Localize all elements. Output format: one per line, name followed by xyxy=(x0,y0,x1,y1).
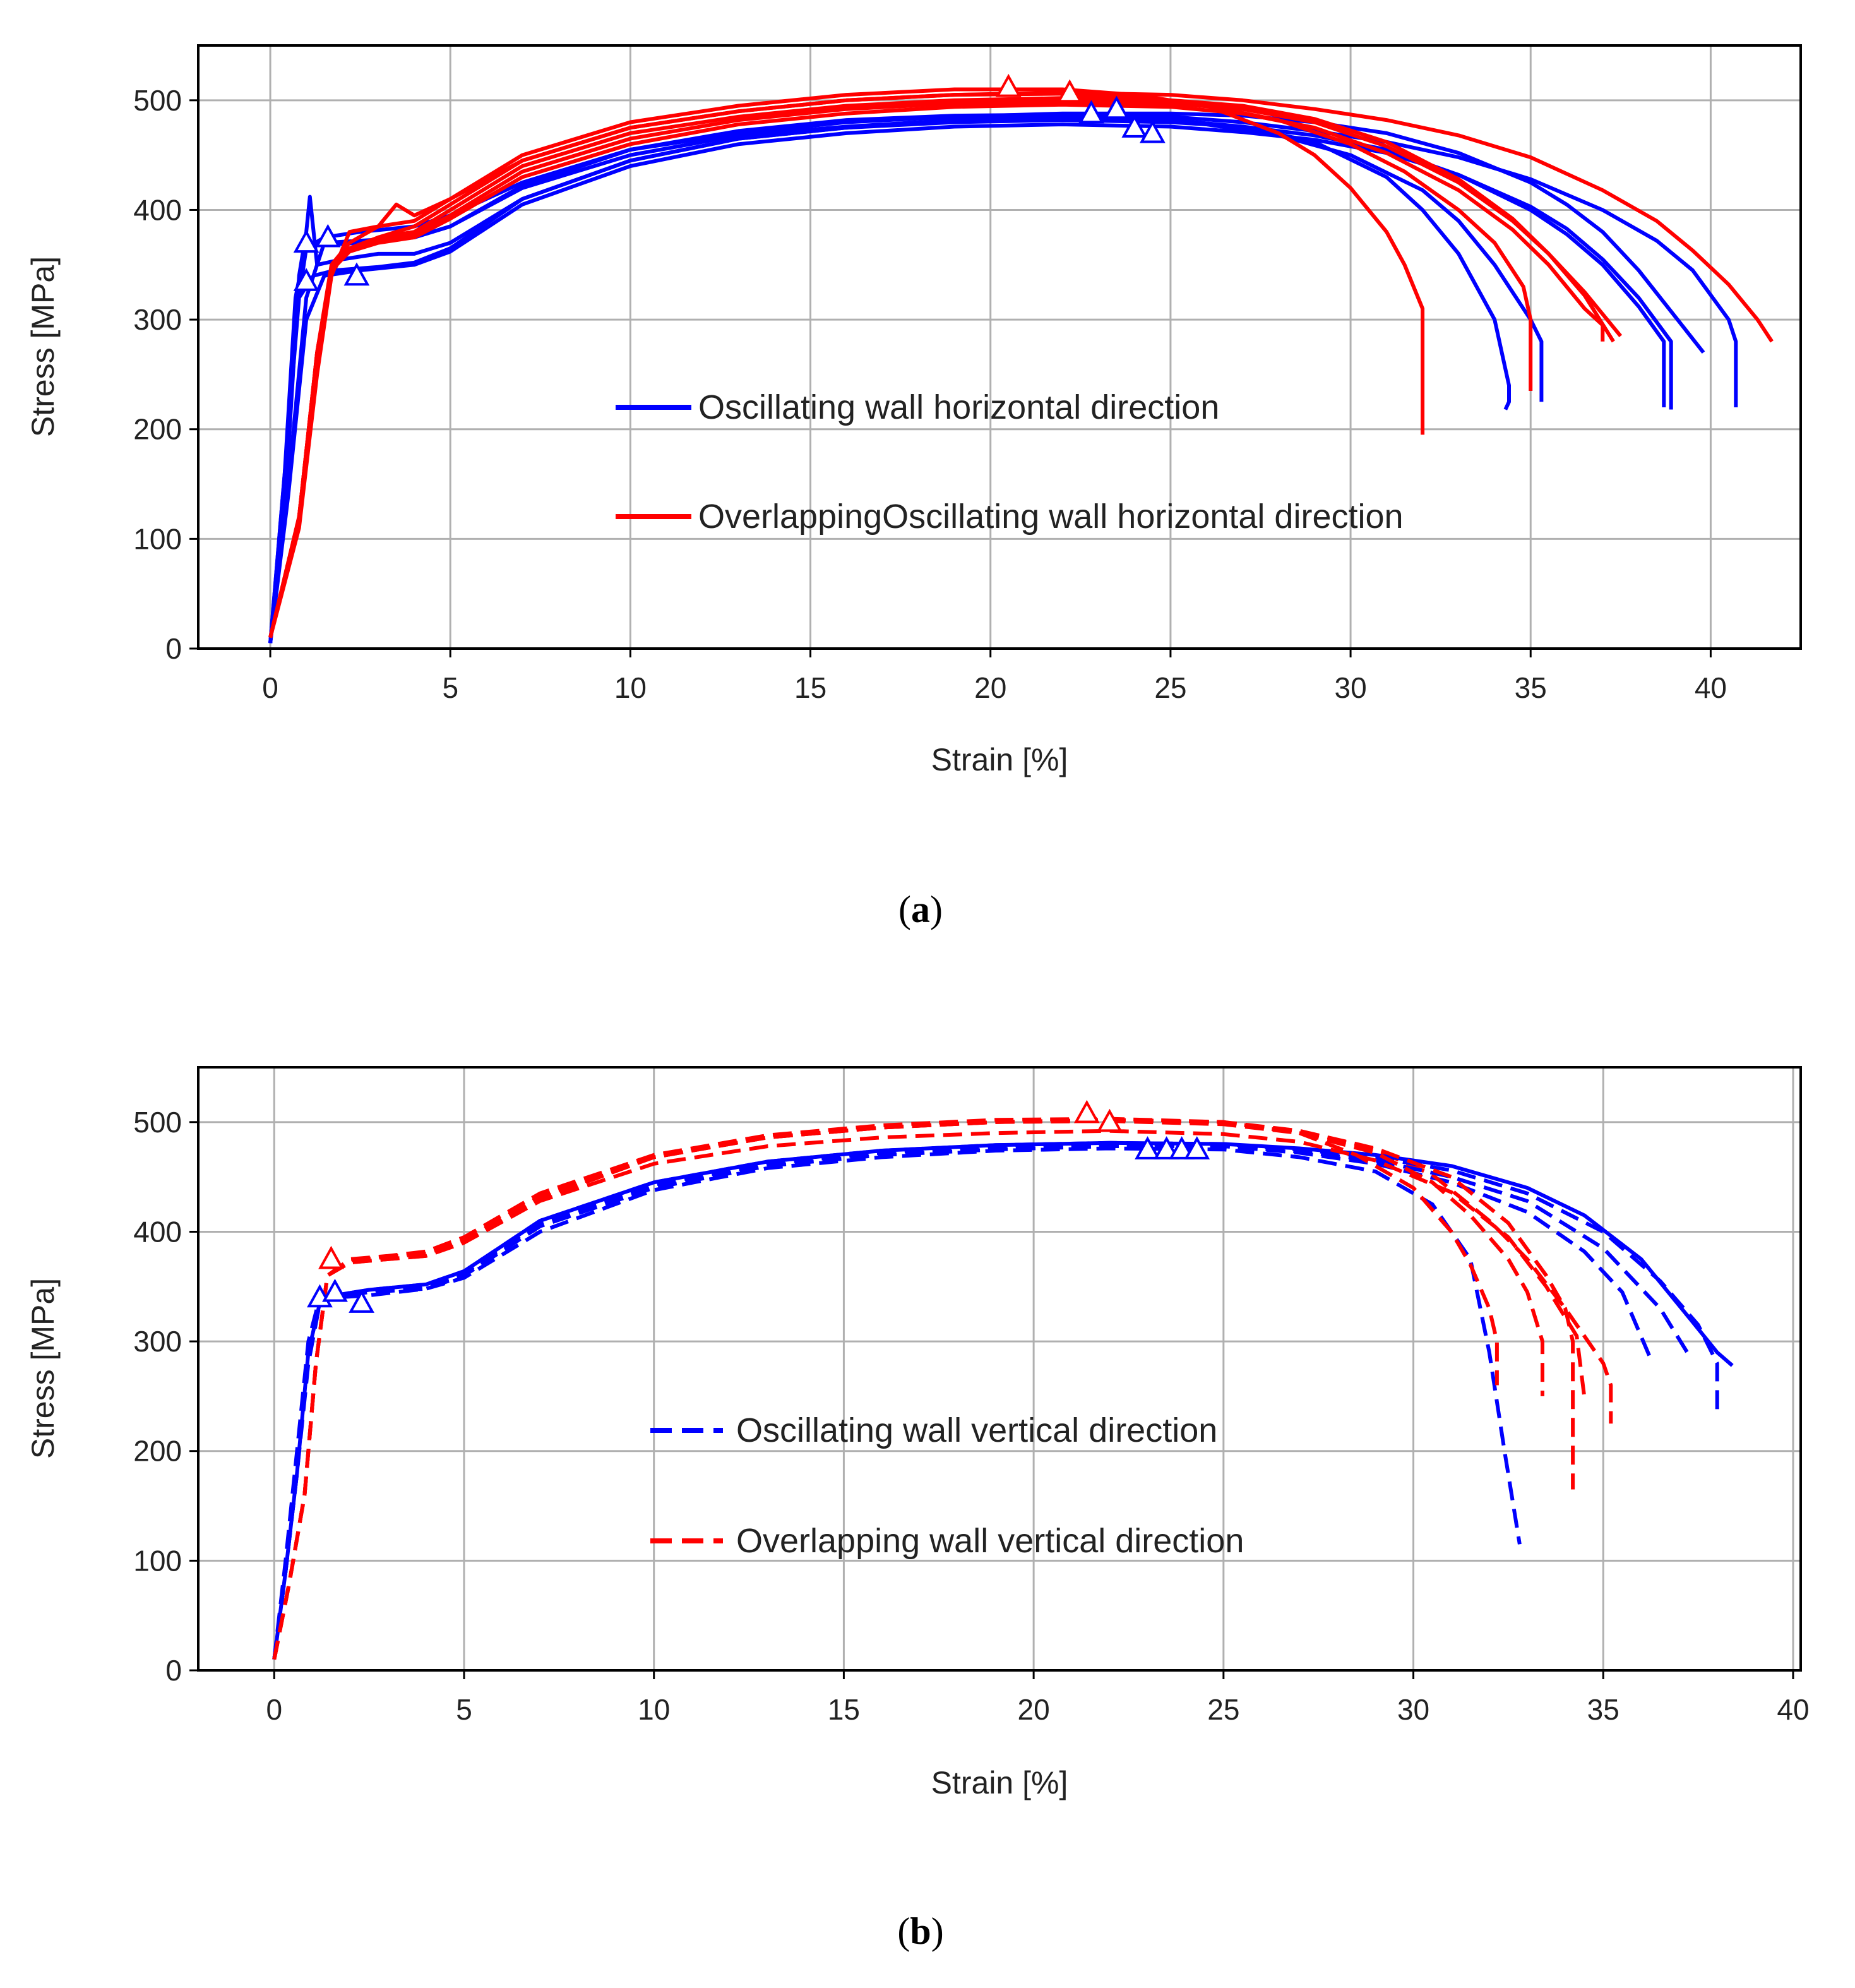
marker-b-0-6 xyxy=(1184,1136,1210,1159)
y-tick-label-b-200: 200 xyxy=(133,1435,182,1468)
legend-a: Oscillating wall horizontal direction Ov… xyxy=(616,388,1404,536)
y-tick-label-b-300: 300 xyxy=(133,1325,182,1358)
marker-b-1-2 xyxy=(1097,1108,1123,1132)
x-tick-label-a-20: 20 xyxy=(974,671,1006,704)
marker-b-0-2 xyxy=(349,1290,375,1313)
series-line-a-7 xyxy=(268,87,1425,638)
series-line-a-8 xyxy=(268,92,1533,638)
marker-b-1-0 xyxy=(318,1245,344,1269)
marker-a-0-4 xyxy=(1078,100,1104,124)
x-tick-label-b-15: 15 xyxy=(828,1693,860,1726)
marker-a-1-0 xyxy=(995,73,1022,97)
marker-a-0-1 xyxy=(293,229,319,253)
y-tick-label-b-0: 0 xyxy=(165,1654,182,1687)
x-tick-label-b-25: 25 xyxy=(1207,1693,1239,1726)
x-tick-label-a-35: 35 xyxy=(1515,671,1547,704)
marker-layer-a xyxy=(293,73,1166,291)
legend-b: Oscillating wall vertical direction Over… xyxy=(650,1411,1244,1560)
legend-label-b-1: Overlapping wall vertical direction xyxy=(736,1522,1244,1560)
x-tick-label-a-5: 5 xyxy=(442,671,458,704)
y-axis-title-a: Stress [MPa] xyxy=(25,256,61,437)
plot-frame-b xyxy=(197,1066,1802,1672)
series-line-a-6 xyxy=(268,112,1738,644)
x-tick-label-b-30: 30 xyxy=(1397,1693,1429,1726)
y-tick-label-a-400: 400 xyxy=(133,193,182,226)
x-tick-label-b-5: 5 xyxy=(456,1693,472,1726)
x-tick-label-a-25: 25 xyxy=(1154,671,1186,704)
series-layer-b xyxy=(272,1117,1734,1660)
y-tick-label-a-500: 500 xyxy=(133,84,182,117)
y-tick-label-a-0: 0 xyxy=(165,632,182,665)
marker-a-0-5 xyxy=(1103,95,1130,119)
panel-label-b: (b) xyxy=(897,1910,943,1952)
marker-a-1-1 xyxy=(1056,79,1083,103)
marker-a-0-2 xyxy=(314,224,341,248)
legend-label-a-0: Oscillating wall horizontal direction xyxy=(698,388,1219,426)
marker-a-0-3 xyxy=(343,262,370,286)
y-tick-label-b-400: 400 xyxy=(133,1215,182,1248)
y-tick-label-a-200: 200 xyxy=(133,413,182,446)
x-tick-label-a-0: 0 xyxy=(262,671,278,704)
marker-b-0-3 xyxy=(1135,1136,1160,1159)
x-tick-label-b-0: 0 xyxy=(266,1693,282,1726)
series-line-a-11 xyxy=(268,102,1605,638)
plot-frame-a xyxy=(197,44,1802,650)
marker-a-0-6 xyxy=(1121,114,1148,138)
series-line-b-9 xyxy=(272,1129,1587,1660)
x-tick-label-b-35: 35 xyxy=(1587,1693,1619,1726)
x-tick-label-b-20: 20 xyxy=(1018,1693,1050,1726)
x-tick-label-a-10: 10 xyxy=(614,671,647,704)
x-tick-label-b-10: 10 xyxy=(638,1693,670,1726)
panel-label-a: (a) xyxy=(898,889,943,930)
y-tick-label-b-100: 100 xyxy=(133,1544,182,1577)
marker-b-1-1 xyxy=(1073,1099,1100,1123)
x-tick-label-b-40: 40 xyxy=(1777,1693,1809,1726)
y-tick-label-a-300: 300 xyxy=(133,303,182,336)
marker-a-0-0 xyxy=(293,268,319,291)
y-axis-title-b: Stress [MPa] xyxy=(25,1278,61,1459)
marker-layer-b xyxy=(307,1099,1210,1313)
marker-a-0-7 xyxy=(1139,119,1166,143)
legend-label-b-0: Oscillating wall vertical direction xyxy=(736,1411,1217,1449)
x-axis-title-a: Strain [%] xyxy=(931,742,1068,777)
y-tick-label-a-100: 100 xyxy=(133,522,182,555)
x-tick-label-a-30: 30 xyxy=(1334,671,1366,704)
x-axis-title-b: Strain [%] xyxy=(931,1765,1068,1800)
legend-label-a-1: OverlappingOscillating wall horizontal d… xyxy=(698,498,1404,536)
marker-b-0-1 xyxy=(322,1278,348,1302)
marker-b-0-4 xyxy=(1154,1136,1180,1159)
x-tick-label-a-40: 40 xyxy=(1695,671,1727,704)
marker-b-0-5 xyxy=(1169,1136,1195,1159)
y-tick-label-b-500: 500 xyxy=(133,1106,182,1139)
x-tick-label-a-15: 15 xyxy=(794,671,826,704)
